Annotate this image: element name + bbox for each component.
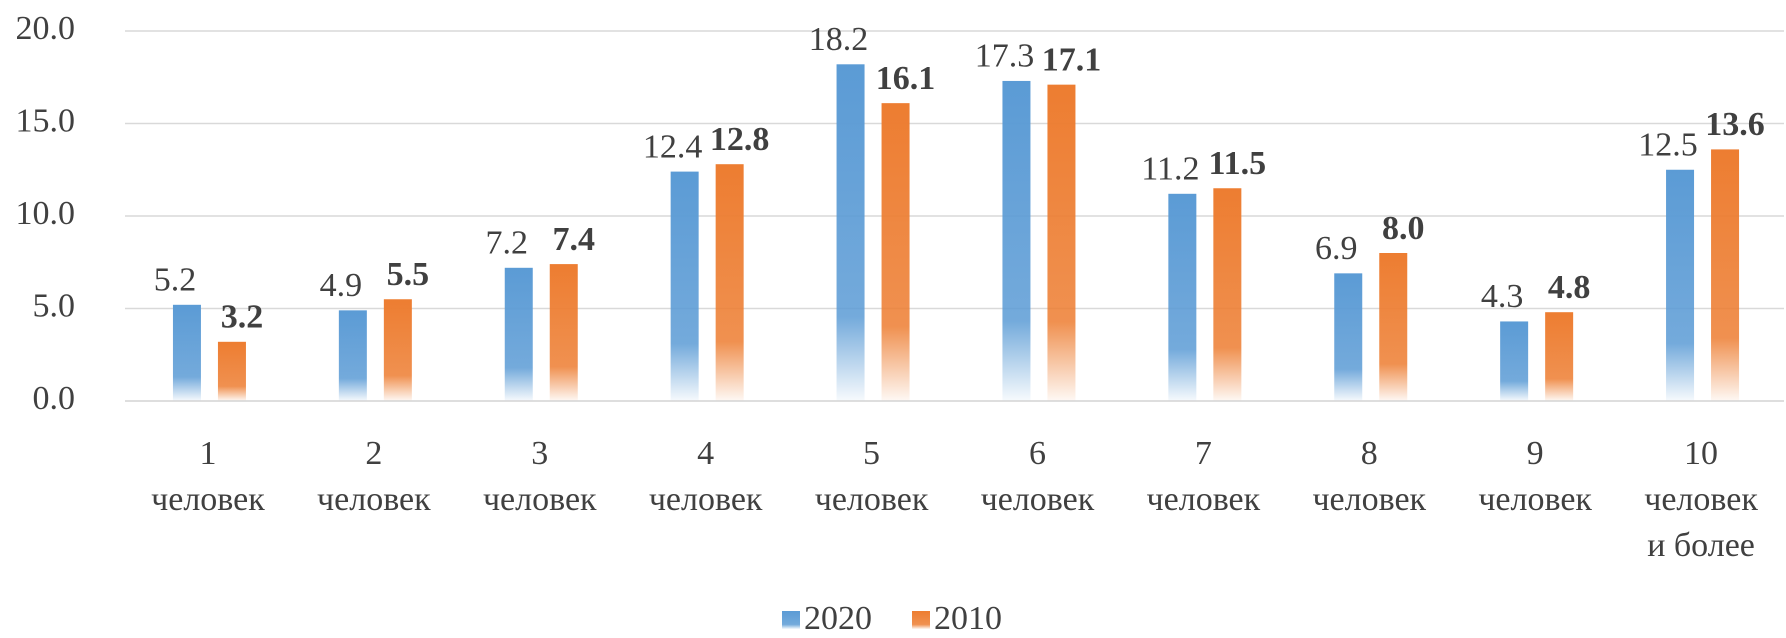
bar (1168, 193, 1197, 401)
x-tick-label: 6 человек (981, 435, 1095, 518)
y-tick-label: 0.0 (33, 380, 76, 417)
bar (504, 267, 533, 401)
x-tick-label: 4 человек (649, 435, 763, 518)
bar (881, 103, 910, 402)
bar (1711, 149, 1740, 401)
bar (1047, 84, 1076, 402)
data-label: 12.8 (710, 121, 770, 158)
bar (670, 171, 699, 401)
bar (1500, 321, 1529, 401)
data-label: 12.4 (643, 128, 703, 165)
legend-label: 2010 (934, 600, 1002, 637)
x-tick-label: 8 человек (1312, 435, 1426, 518)
data-label: 3.2 (221, 299, 264, 336)
data-label: 5.5 (387, 256, 430, 293)
bar (1379, 253, 1408, 401)
data-label: 17.3 (975, 38, 1035, 75)
data-label: 4.8 (1548, 269, 1591, 306)
data-label: 8.0 (1382, 210, 1425, 247)
data-label: 18.2 (809, 21, 869, 58)
legend-swatch (782, 611, 800, 629)
x-tick-label: 5 человек (815, 435, 929, 518)
x-tick-label: 2 человек (317, 435, 431, 518)
x-tick-label: 9 человек (1478, 435, 1592, 518)
x-tick-label: 7 человек (1147, 435, 1261, 518)
data-label: 6.9 (1315, 230, 1358, 267)
x-tick-label: 1 человек (151, 435, 265, 518)
bar (217, 341, 246, 401)
data-label: 17.1 (1042, 41, 1102, 78)
y-tick-label: 5.0 (33, 287, 76, 324)
bar (1213, 188, 1242, 401)
data-label: 4.9 (320, 267, 363, 304)
data-label: 16.1 (876, 60, 936, 97)
data-label: 11.2 (1141, 151, 1199, 188)
x-tick-label: 3 человек (483, 435, 597, 518)
x-tick-label: 10 человек и более (1644, 435, 1758, 564)
legend-label: 2020 (804, 600, 872, 637)
bar (836, 64, 865, 402)
bar (715, 164, 744, 401)
data-label: 5.2 (154, 262, 197, 299)
y-tick-label: 20.0 (16, 10, 76, 47)
bar (338, 310, 367, 401)
data-label: 7.4 (553, 221, 596, 258)
bar (1334, 273, 1363, 401)
legend-swatch (912, 611, 930, 629)
data-label: 13.6 (1705, 106, 1765, 143)
bar (1666, 169, 1695, 401)
bar (1545, 312, 1574, 401)
data-label: 12.5 (1638, 127, 1698, 164)
bar (1002, 80, 1031, 401)
y-tick-label: 10.0 (16, 195, 76, 232)
bar (549, 264, 578, 401)
data-label: 7.2 (486, 225, 529, 262)
bar (383, 299, 412, 401)
data-label: 11.5 (1209, 145, 1267, 182)
y-tick-label: 15.0 (16, 102, 76, 139)
bar (172, 304, 201, 401)
data-label: 4.3 (1481, 278, 1524, 315)
